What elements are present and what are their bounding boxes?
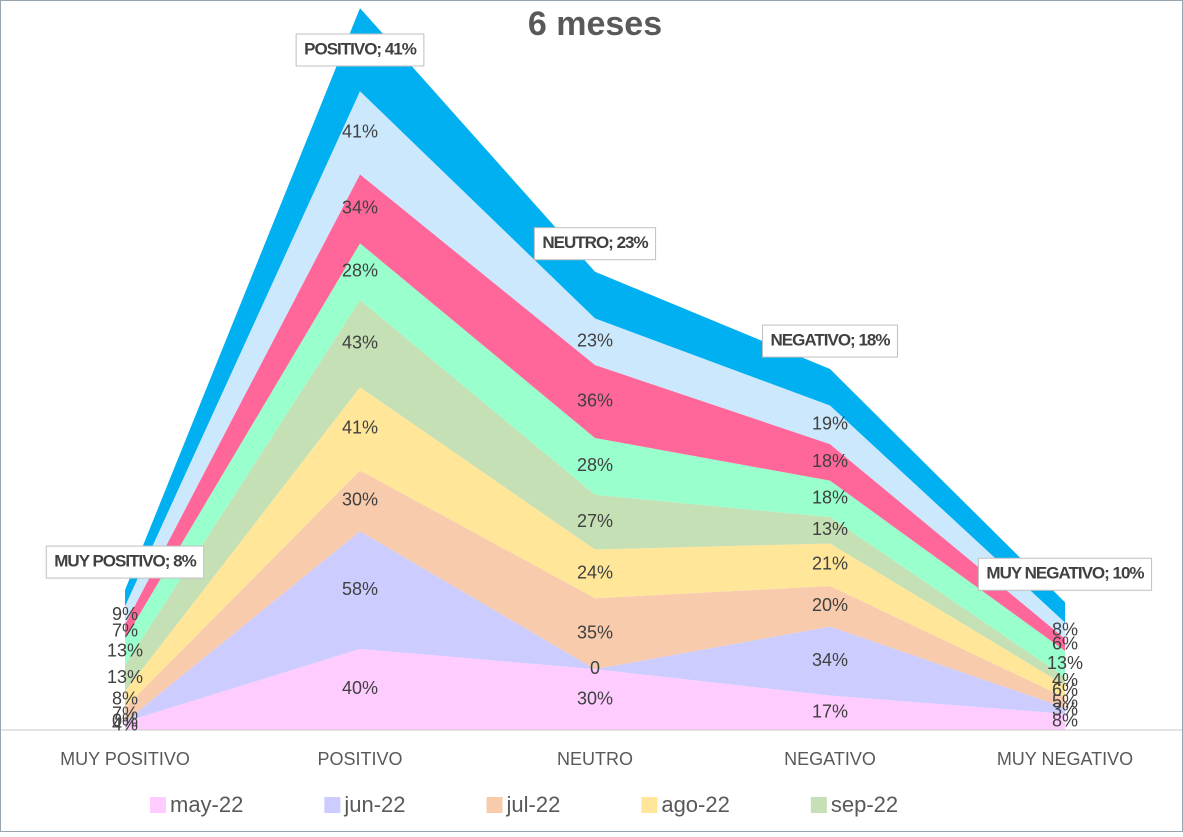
x-tick-label: NEGATIVO [784,749,876,769]
callout-label: NEUTRO; 23% [542,233,648,252]
legend-label: jul-22 [506,792,561,817]
callout-label: MUY POSITIVO; 8% [54,552,196,571]
data-label: 34% [812,650,848,670]
data-label: 40% [342,678,378,698]
data-label: 7% [112,704,138,724]
callout: MUY NEGATIVO; 10% [977,557,1153,591]
legend-swatch [324,797,341,813]
data-label: 0 [590,658,600,678]
legend-swatch [810,797,827,813]
data-label: 28% [577,455,613,475]
legend-label: ago-22 [661,792,730,817]
data-label: 43% [342,332,378,352]
legend-label: jun-22 [343,792,405,817]
legend-label: sep-22 [831,792,898,817]
area [125,300,1065,692]
data-label: 6% [1052,680,1078,700]
callout-box [977,557,1153,591]
chart-title: 6 meses [528,5,662,43]
callout-box [45,545,205,579]
area [125,8,1065,623]
area [125,243,1065,678]
callout: POSITIVO; 41% [295,33,425,67]
x-tick-label: POSITIVO [317,749,402,769]
data-label: 30% [342,490,378,510]
data-label: 7% [112,620,138,640]
data-label: 28% [342,260,378,280]
area [125,531,1065,722]
data-label: 4% [112,715,138,735]
data-label: 3% [1052,699,1078,719]
area [125,648,1065,730]
x-tick-label: MUY NEGATIVO [997,749,1133,769]
data-label: 41% [342,418,378,438]
data-label: 13% [107,641,143,661]
data-label: 18% [812,488,848,508]
data-label: 17% [812,702,848,722]
data-label: 20% [812,595,848,615]
area [125,91,1065,639]
data-label: 5% [1052,691,1078,711]
data-label: 24% [577,563,613,583]
x-tick-label: MUY POSITIVO [60,749,190,769]
data-label: 6% [1052,634,1078,654]
data-label: 8% [112,688,138,708]
callout-label: MUY NEGATIVO; 10% [986,564,1144,583]
data-label: 13% [812,519,848,539]
plot-area [125,8,1065,730]
callout-box [533,227,657,261]
callout-box [762,324,898,358]
data-label: 27% [577,511,613,531]
data-label: 18% [812,451,848,471]
data-label: 34% [342,198,378,218]
legend-label: may-22 [170,792,243,817]
area [125,387,1065,708]
data-label: 21% [812,553,848,573]
data-label: 4% [1052,670,1078,690]
data-label: 9% [112,604,138,624]
data-label: 35% [577,622,613,642]
legend-swatch [641,797,658,813]
callout-label: NEGATIVO; 18% [771,331,891,350]
legend-swatch [150,797,166,813]
data-label: 8% [1052,711,1078,731]
data-label: 58% [342,579,378,599]
legend-swatch [486,797,503,813]
data-label: 19% [812,414,848,434]
data-label: 8% [1052,619,1078,639]
area [125,174,1065,651]
data-label: 13% [107,667,143,687]
callout: MUY POSITIVO; 8% [45,545,205,579]
data-label: 13% [1047,653,1083,673]
data-label: 23% [577,330,613,350]
callout: NEGATIVO; 18% [762,324,898,358]
data-label: 36% [577,390,613,410]
data-label: 0% [112,711,138,731]
callout: NEUTRO; 23% [533,227,657,261]
callout-box [295,33,425,67]
data-label: 30% [577,688,613,708]
x-tick-label: NEUTRO [557,749,633,769]
data-label: 41% [342,122,378,142]
callout-label: POSITIVO; 41% [304,39,417,58]
